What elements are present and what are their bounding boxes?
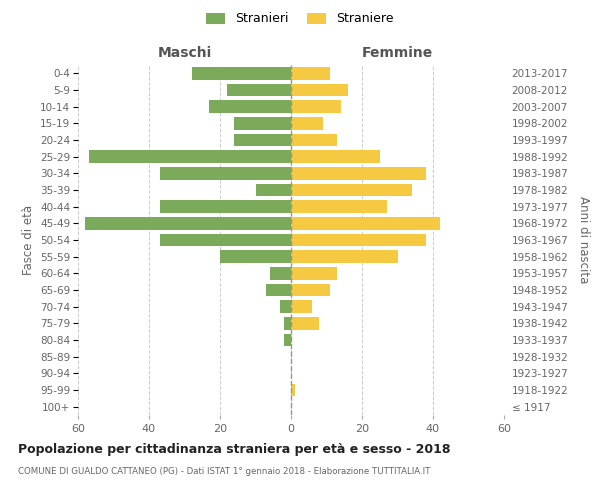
Bar: [291, 84, 348, 96]
Bar: [291, 67, 330, 80]
Bar: [291, 184, 412, 196]
Bar: [160, 234, 291, 246]
Bar: [284, 334, 291, 346]
Text: Femmine: Femmine: [362, 46, 433, 60]
Bar: [209, 100, 291, 113]
Y-axis label: Anni di nascita: Anni di nascita: [577, 196, 590, 284]
Bar: [256, 184, 291, 196]
Bar: [280, 300, 291, 313]
Bar: [291, 117, 323, 130]
Bar: [291, 234, 426, 246]
Bar: [291, 250, 398, 263]
Bar: [191, 67, 291, 80]
Bar: [160, 200, 291, 213]
Bar: [266, 284, 291, 296]
Bar: [89, 150, 291, 163]
Bar: [291, 217, 440, 230]
Bar: [291, 317, 319, 330]
Text: COMUNE DI GUALDO CATTANEO (PG) - Dati ISTAT 1° gennaio 2018 - Elaborazione TUTTI: COMUNE DI GUALDO CATTANEO (PG) - Dati IS…: [18, 468, 430, 476]
Bar: [284, 317, 291, 330]
Text: Popolazione per cittadinanza straniera per età e sesso - 2018: Popolazione per cittadinanza straniera p…: [18, 442, 451, 456]
Bar: [227, 84, 291, 96]
Bar: [291, 300, 313, 313]
Bar: [160, 167, 291, 179]
Bar: [291, 284, 330, 296]
Bar: [291, 167, 426, 179]
Bar: [85, 217, 291, 230]
Bar: [220, 250, 291, 263]
Bar: [234, 117, 291, 130]
Bar: [291, 384, 295, 396]
Text: Maschi: Maschi: [157, 46, 212, 60]
Y-axis label: Fasce di età: Fasce di età: [22, 205, 35, 275]
Bar: [291, 134, 337, 146]
Bar: [291, 200, 387, 213]
Legend: Stranieri, Straniere: Stranieri, Straniere: [203, 8, 397, 29]
Bar: [270, 267, 291, 280]
Bar: [291, 100, 341, 113]
Bar: [234, 134, 291, 146]
Bar: [291, 150, 380, 163]
Bar: [291, 267, 337, 280]
